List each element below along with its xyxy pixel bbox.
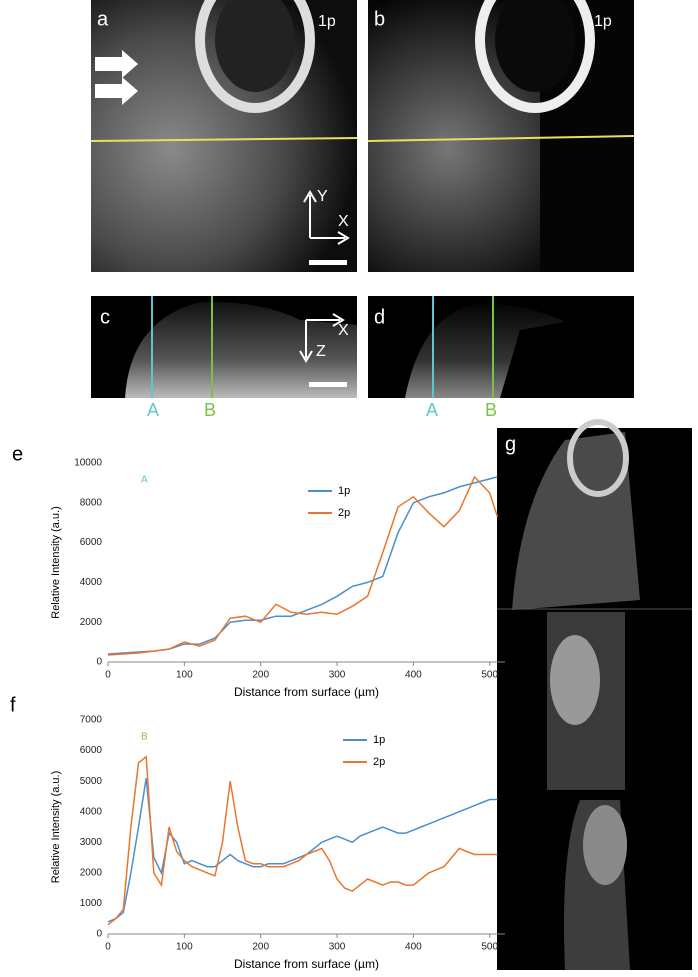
- x-tick-label: 500: [481, 942, 498, 953]
- legend-label: 1p: [373, 734, 385, 746]
- x-tick-label: 400: [405, 670, 422, 681]
- panel-label: e: [12, 443, 23, 465]
- y-tick-label: 4000: [80, 806, 103, 817]
- section: [405, 304, 565, 398]
- y-tick-label: 2000: [80, 867, 103, 878]
- x-tick-label: 0: [105, 942, 111, 953]
- line-label: A: [147, 400, 159, 420]
- yellow-line: [90, 137, 358, 142]
- panel-label: f: [10, 694, 16, 716]
- axes-arrows: [303, 190, 350, 245]
- panel-g: g: [497, 419, 692, 970]
- x-axis-label: Distance from surface (µm): [234, 685, 379, 699]
- eye-outline: [475, 0, 595, 113]
- y-tick-label: 6000: [80, 537, 103, 548]
- mode-label: 1p: [318, 13, 336, 30]
- panel-label: c: [100, 306, 110, 328]
- annotation: A: [141, 475, 148, 486]
- y-tick-label: 6000: [80, 745, 103, 756]
- y-tick-label: 8000: [80, 497, 103, 508]
- x-tick-label: 300: [329, 942, 346, 953]
- panel-label: a: [97, 8, 109, 30]
- line-label: A: [426, 400, 438, 420]
- section: [125, 301, 357, 398]
- y-tick-label: 5000: [80, 776, 103, 787]
- panel-label: g: [505, 433, 516, 455]
- eye-outline: [195, 0, 315, 113]
- y-tick-label: 2000: [80, 617, 103, 628]
- y-tick-label: 7000: [80, 715, 103, 726]
- line-chart: f 0 1000 2000 3000 4000 5000 6000 7000 0 100 200 300…: [10, 694, 505, 971]
- x-axis-label: Distance from surface (µm): [234, 957, 379, 971]
- panel-label: b: [374, 8, 385, 30]
- scale-bar: [309, 382, 347, 387]
- panel-c: c X Z A B: [91, 296, 357, 420]
- x-tick-label: 100: [176, 942, 193, 953]
- y-tick-label: 0: [96, 929, 102, 940]
- series-line: [107, 755, 498, 926]
- panel-label: d: [374, 306, 385, 328]
- y-tick-label: 3000: [80, 837, 103, 848]
- legend-label: 2p: [338, 507, 350, 519]
- y-axis-label: Relative Intensity (a.u.): [50, 771, 62, 884]
- panel-a: a 1p Y X: [90, 0, 358, 272]
- x-tick-label: 0: [105, 670, 111, 681]
- y-tick-label: 10000: [74, 458, 102, 469]
- line-chart: e 0 2000 4000 6000 8000 10000 0 100 200 300 400 500 R…: [12, 443, 505, 699]
- axis-label: Z: [316, 343, 326, 360]
- legend-label: 2p: [373, 756, 385, 768]
- eye: [215, 0, 295, 92]
- axis-label: X: [338, 213, 349, 230]
- line-label: B: [485, 400, 497, 420]
- axes-arrows: [299, 313, 345, 363]
- axis-label: Y: [317, 188, 328, 205]
- annotation: B: [141, 732, 148, 743]
- series-line: [107, 476, 498, 655]
- y-axis-label: Relative Intensity (a.u.): [50, 506, 62, 619]
- eye-outline: [567, 419, 629, 497]
- y-tick-label: 1000: [80, 898, 103, 909]
- render: [550, 635, 600, 725]
- render: [512, 432, 640, 610]
- series-line: [107, 475, 499, 656]
- scale-bar: [309, 260, 347, 265]
- eye: [495, 0, 575, 92]
- yellow-line: [367, 135, 635, 142]
- x-tick-label: 500: [481, 670, 498, 681]
- x-tick-label: 200: [252, 670, 269, 681]
- x-tick-label: 100: [176, 670, 193, 681]
- x-tick-label: 300: [329, 670, 346, 681]
- y-tick-label: 0: [96, 657, 102, 668]
- panel-d: d A B: [368, 296, 634, 420]
- legend-label: 1p: [338, 485, 350, 497]
- axis-label: X: [338, 322, 349, 339]
- arrow: [95, 77, 138, 105]
- render: [583, 805, 627, 885]
- x-tick-label: 400: [405, 942, 422, 953]
- panel-b: b 1p: [367, 0, 635, 272]
- mode-label: 1p: [594, 13, 612, 30]
- x-tick-label: 200: [252, 942, 269, 953]
- arrow: [95, 50, 138, 78]
- line-label: B: [204, 400, 216, 420]
- y-tick-label: 4000: [80, 577, 103, 588]
